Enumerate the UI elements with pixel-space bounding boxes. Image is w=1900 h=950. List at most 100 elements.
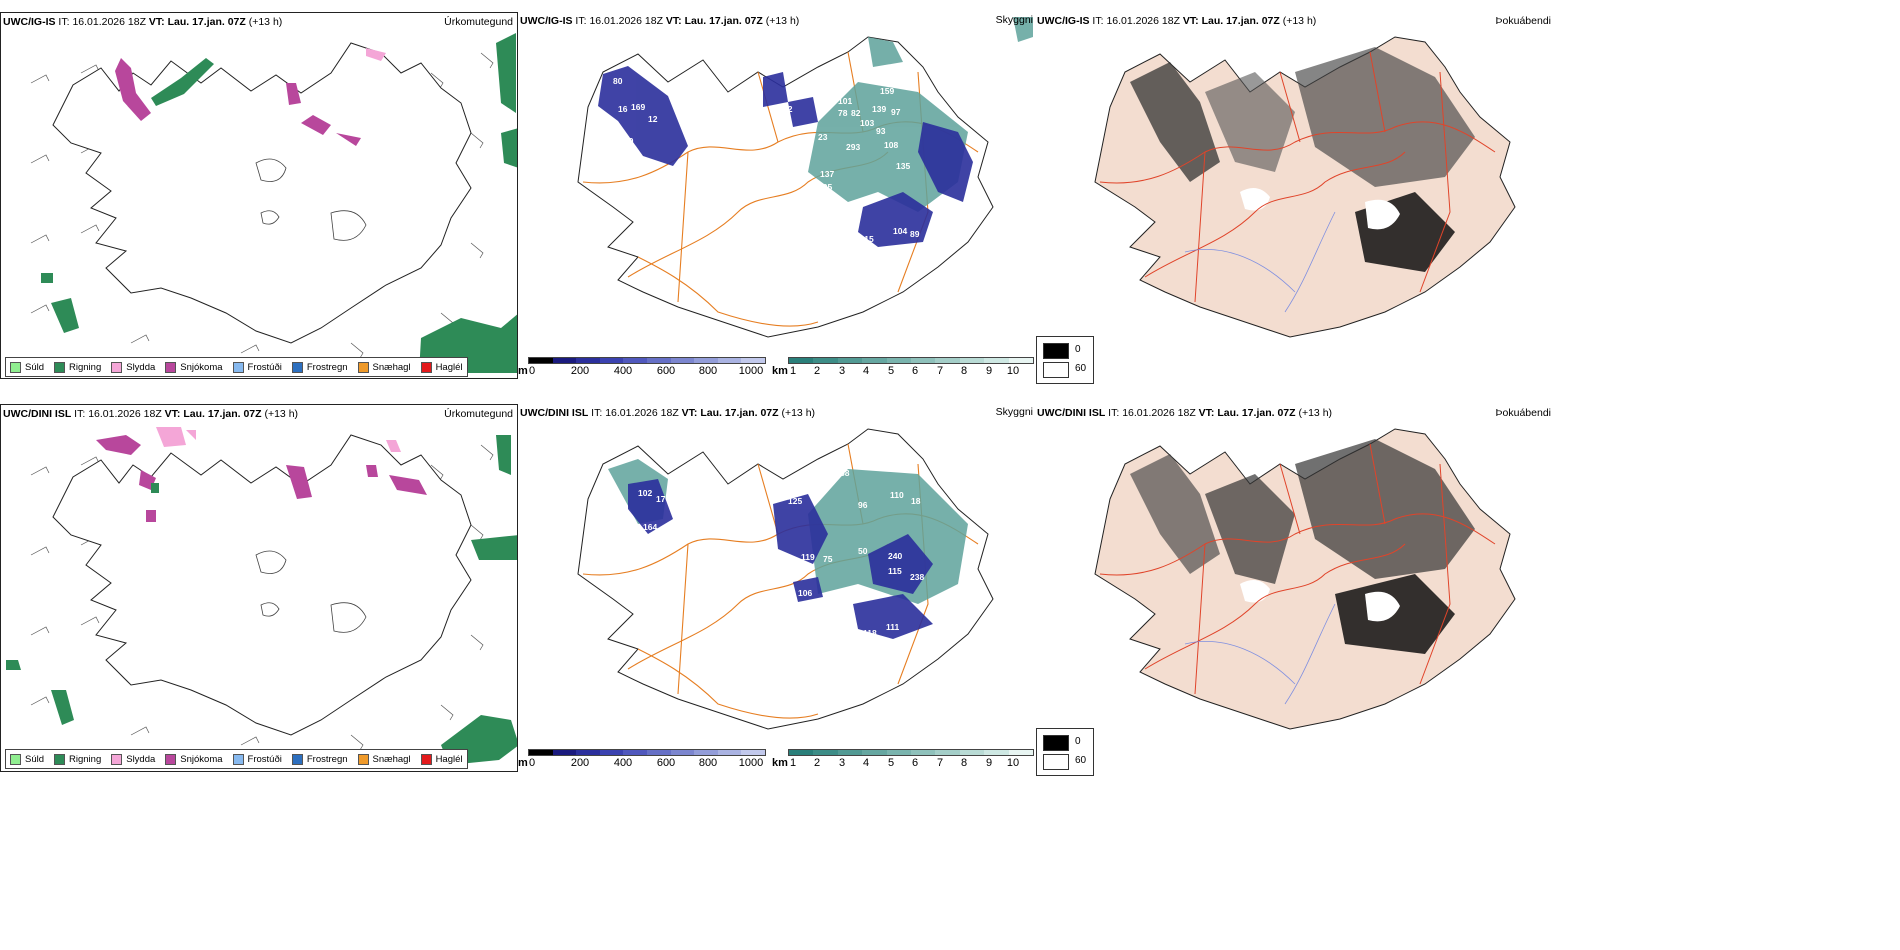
ceiling-label: 104 bbox=[648, 536, 662, 546]
legend-item-frostregn: Frostregn bbox=[291, 753, 348, 765]
swatch bbox=[111, 361, 123, 373]
ceiling-label: 80 bbox=[613, 76, 623, 86]
legend-item-rigning: Rigning bbox=[54, 361, 101, 373]
ceiling-label: 164 bbox=[643, 522, 657, 532]
fog-swatch-60 bbox=[1043, 754, 1069, 770]
rivers bbox=[1184, 603, 1336, 705]
tick-label: 6 bbox=[911, 757, 919, 769]
swatch bbox=[291, 753, 303, 765]
swatch bbox=[357, 361, 369, 373]
ceiling-label: 205 bbox=[818, 182, 832, 192]
swatch bbox=[420, 361, 432, 373]
swatch bbox=[10, 753, 21, 765]
swatch bbox=[291, 361, 303, 373]
tick-label: 7 bbox=[936, 365, 944, 377]
tick-label: 4 bbox=[862, 757, 870, 769]
tick-label: 600 bbox=[656, 757, 676, 769]
glaciers bbox=[255, 550, 367, 633]
visibility-colorbar-ramp bbox=[788, 749, 1034, 756]
visibility-colorbar: km 1 2 3 4 5 6 7 8 9 10 bbox=[772, 357, 1035, 379]
rivers bbox=[1184, 211, 1336, 313]
visibility-unit: km bbox=[772, 365, 788, 377]
legend-item-hagel: Haglél bbox=[420, 753, 463, 765]
tick-label: 1000 bbox=[738, 365, 764, 377]
panel-header: UWC/IG-IS IT: 16.01.2026 18Z VT: Lau. 17… bbox=[520, 15, 800, 27]
ceiling-label: 82 bbox=[851, 108, 861, 118]
ceiling-label: 88 bbox=[606, 128, 616, 138]
ceiling-label: 78 bbox=[838, 108, 848, 118]
ceiling-map-2: 102 17 164 104 102 125 96 110 18 119 75 … bbox=[577, 428, 994, 730]
fog-swatch-60 bbox=[1043, 362, 1069, 378]
fog-panel-1: UWC/IG-IS IT: 16.01.2026 18Z VT: Lau. 17… bbox=[1035, 12, 1555, 379]
tick-label: 3 bbox=[838, 365, 846, 377]
legend-item-frostudi: Frostúði bbox=[232, 753, 282, 765]
legend-item-snjokoma: Snjókoma bbox=[165, 361, 223, 373]
ceiling-label: 12 bbox=[648, 114, 658, 124]
fog-value: 0 bbox=[1075, 736, 1081, 747]
legend-item-frostudi: Frostúði bbox=[232, 361, 282, 373]
ceiling-label: 111 bbox=[890, 244, 904, 254]
legend-item-snaehagl: Snæhagl bbox=[357, 753, 411, 765]
swatch bbox=[420, 753, 432, 765]
ceiling-label: 102 bbox=[638, 488, 652, 498]
ceiling-label: 119 bbox=[801, 552, 815, 562]
panel-header: UWC/IG-IS IT: 16.01.2026 18Z VT: Lau. 17… bbox=[3, 16, 283, 28]
ceiling-value-labels: 80 16 169 12 88 70 64 92 91 78 82 139 97… bbox=[606, 76, 920, 256]
fog-value: 0 bbox=[1075, 344, 1081, 355]
ceiling-label: 110 bbox=[890, 490, 904, 500]
tick-label: 1000 bbox=[738, 757, 764, 769]
iceland-coastline bbox=[52, 42, 472, 344]
ceiling-label: 64 bbox=[633, 159, 643, 169]
swatch bbox=[165, 361, 177, 373]
ceiling-colorbar-ramp bbox=[528, 357, 766, 364]
visibility-areas bbox=[808, 17, 1033, 212]
panel-title: Þokuábendi bbox=[1495, 407, 1551, 419]
tick-label: 8 bbox=[960, 757, 968, 769]
ceiling-label: 16 bbox=[618, 104, 628, 114]
tick-label: 5 bbox=[887, 365, 895, 377]
swatch bbox=[165, 753, 177, 765]
ceiling-label: 17 bbox=[656, 494, 666, 504]
ceiling-label: 137 bbox=[820, 169, 834, 179]
tick-label: 1 bbox=[789, 757, 797, 769]
tick-label: 800 bbox=[698, 757, 718, 769]
panel-title: Þokuábendi bbox=[1495, 15, 1551, 27]
ceiling-areas bbox=[598, 66, 973, 247]
ceiling-label: 96 bbox=[858, 500, 868, 510]
glaciers bbox=[255, 158, 367, 241]
ceiling-label: 115 bbox=[888, 566, 902, 576]
tick-label: 0 bbox=[528, 757, 536, 769]
fog-map-2 bbox=[1094, 428, 1516, 730]
ceiling-label: 91 bbox=[763, 162, 773, 172]
fog-map-1 bbox=[1094, 36, 1516, 338]
fog-legend-1: 0 60 bbox=[1036, 336, 1094, 384]
ceiling-label: 89 bbox=[910, 229, 920, 239]
fog-swatch-0 bbox=[1043, 735, 1069, 751]
ceiling-label: 102 bbox=[718, 492, 732, 502]
ceiling-label: 75 bbox=[823, 554, 833, 564]
ceiling-colorbar: m 0 200 400 600 800 1000 bbox=[518, 749, 768, 771]
visibility-colorbar-ramp bbox=[788, 357, 1034, 364]
swatch bbox=[54, 753, 66, 765]
tick-label: 200 bbox=[570, 757, 590, 769]
ceiling-label: 125 bbox=[788, 496, 802, 506]
ceiling-areas bbox=[628, 479, 933, 639]
panel-title: Úrkomutegund bbox=[444, 408, 513, 420]
ceiling-label: 118 bbox=[870, 246, 884, 256]
legend-item-frostregn: Frostregn bbox=[291, 361, 348, 373]
panel-title: Skyggni bbox=[995, 14, 1033, 26]
legend-item-snaehagl: Snæhagl bbox=[357, 361, 411, 373]
ceiling-label: 139 bbox=[872, 104, 886, 114]
ceiling-label: 92 bbox=[783, 104, 793, 114]
swatch bbox=[232, 361, 244, 373]
ceiling-label: 23 bbox=[818, 132, 828, 142]
ceiling-label: 18 bbox=[911, 496, 921, 506]
tick-label: 6 bbox=[911, 365, 919, 377]
fog-value: 60 bbox=[1075, 363, 1087, 374]
fog-shading bbox=[1130, 47, 1475, 272]
legend-item-snjokoma: Snjókoma bbox=[165, 753, 223, 765]
ceiling-label: 159 bbox=[880, 86, 894, 96]
tick-label: 400 bbox=[613, 365, 633, 377]
precip-areas bbox=[41, 33, 517, 373]
ceiling-label: 110 bbox=[928, 606, 942, 616]
